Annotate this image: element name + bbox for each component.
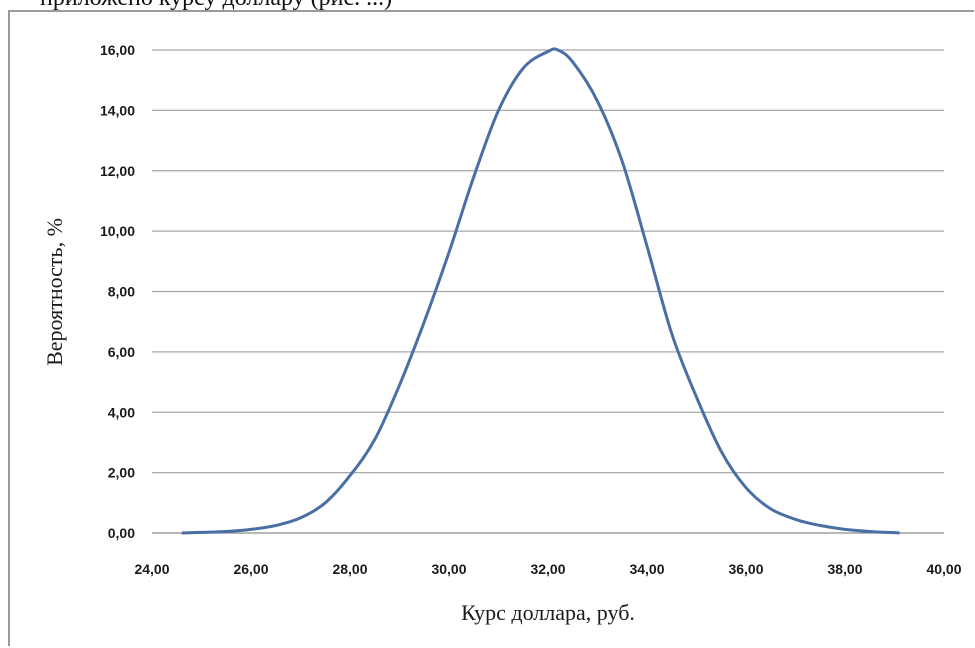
y-tick-label: 14,00 <box>100 102 135 118</box>
x-axis-title: Курс доллара, руб. <box>461 600 635 625</box>
y-tick-label: 6,00 <box>108 344 135 360</box>
y-tick-label: 12,00 <box>100 163 135 179</box>
top-text-fragment: приложено курсу доллару (рис. ...) <box>0 0 975 12</box>
y-tick-labels: 0,00 2,00 4,00 6,00 8,00 10,00 12,00 14,00 16,00 <box>100 42 135 541</box>
x-tick-label: 38,00 <box>827 561 862 577</box>
x-tick-labels: 24,00 26,00 28,00 30,00 32,00 34,00 36,00 38,00… <box>134 561 961 577</box>
y-axis-title: Вероятность, % <box>42 218 67 366</box>
x-tick-label: 40,00 <box>926 561 961 577</box>
y-tick-label: 10,00 <box>100 223 135 239</box>
y-tick-label: 4,00 <box>108 404 135 420</box>
y-tick-label: 8,00 <box>108 284 135 300</box>
y-tick-label: 2,00 <box>108 465 135 481</box>
x-tick-label: 28,00 <box>332 561 367 577</box>
chart-frame <box>8 10 974 646</box>
y-tick-label: 0,00 <box>108 525 135 541</box>
x-tick-label: 26,00 <box>233 561 268 577</box>
x-tick-label: 32,00 <box>530 561 565 577</box>
y-tick-label: 16,00 <box>100 42 135 58</box>
series-line <box>181 47 900 535</box>
gridlines <box>152 49 944 534</box>
x-tick-label: 36,00 <box>728 561 763 577</box>
x-tick-label: 24,00 <box>134 561 169 577</box>
x-tick-label: 30,00 <box>431 561 466 577</box>
x-tick-label: 34,00 <box>629 561 664 577</box>
